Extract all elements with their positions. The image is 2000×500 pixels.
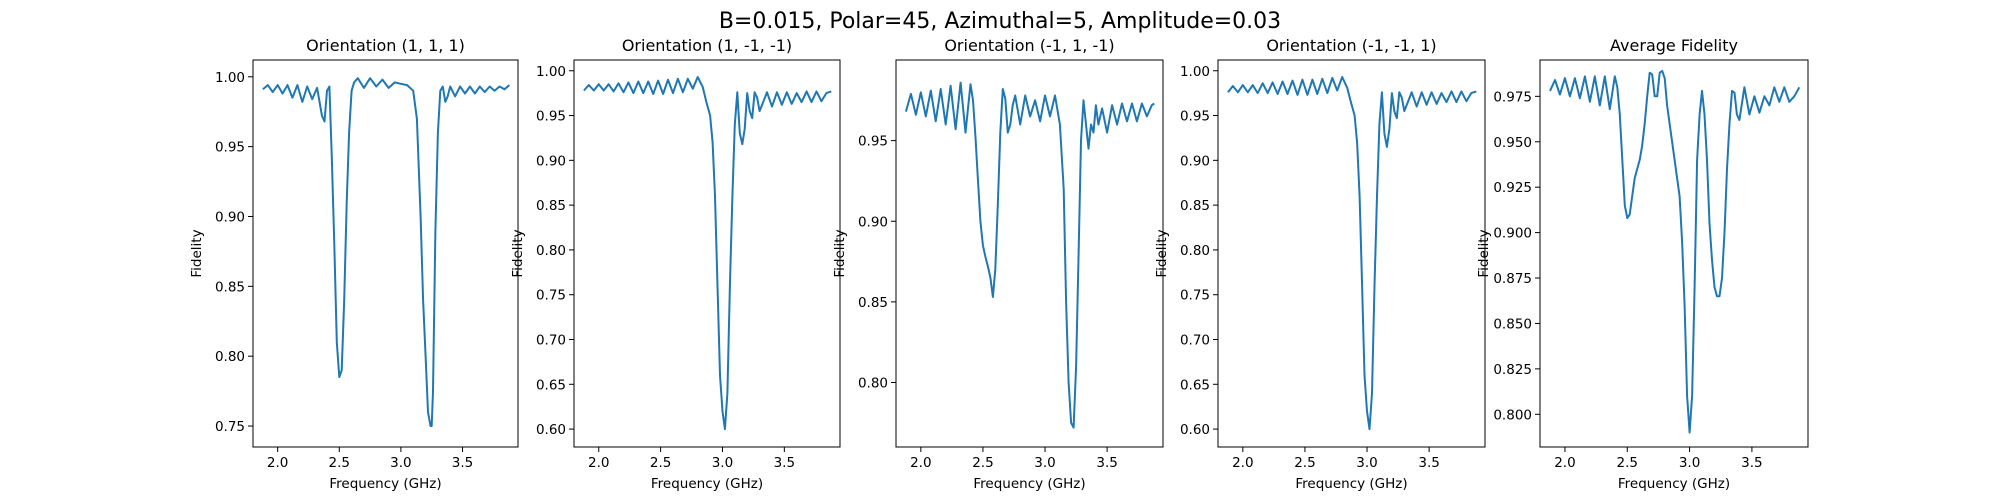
x-tick-label: 3.5: [1741, 455, 1762, 471]
y-axis-label: Fidelity: [510, 229, 526, 277]
subplot-5: 2.0 2.5 3.0 3.5 0.800 0.825 0.850 0.875 0.900 0.9…: [1476, 36, 1809, 492]
y-tick-label: 0.75: [536, 288, 566, 304]
axes-frame: [573, 59, 841, 448]
x-tick-label: 2.5: [1617, 455, 1638, 471]
y-tick-label: 0.90: [536, 153, 566, 169]
y-tick-label: 0.80: [215, 349, 245, 365]
subplot-1: 2.0 2.5 3.0 3.5 0.75 0.80 0.85 0.90 0.95 1.00 Orie…: [189, 36, 519, 492]
y-tick-label: 0.85: [1180, 198, 1210, 214]
y-tick-label: 0.825: [1493, 362, 1532, 378]
subplot-title: Orientation (1, -1, -1): [622, 36, 792, 55]
x-axis-label: Frequency (GHz): [1618, 476, 1730, 492]
series-line: [1227, 76, 1477, 431]
x-tick-label: 3.5: [774, 455, 795, 471]
x-tick-label: 3.0: [390, 455, 411, 471]
y-tick-label: 1.00: [1180, 64, 1210, 80]
subplot-4: 2.0 2.5 3.0 3.5 0.60 0.65 0.70 0.75 0.80 0.85 0.90…: [1154, 36, 1486, 492]
y-tick-label: 0.65: [1180, 377, 1210, 393]
y-tick-label: 0.75: [1180, 288, 1210, 304]
subplot-title: Orientation (-1, 1, -1): [944, 36, 1114, 55]
y-tick-label: 1.00: [215, 70, 245, 86]
y-tick-label: 0.975: [1493, 89, 1532, 105]
x-axis-label: Frequency (GHz): [651, 476, 763, 492]
series-line: [1549, 69, 1801, 434]
y-tick-label: 0.80: [858, 376, 888, 392]
y-tick-label: 0.85: [536, 198, 566, 214]
y-tick-label: 0.95: [1180, 109, 1210, 125]
x-tick-label: 2.5: [1294, 455, 1315, 471]
y-axis-label: Fidelity: [1154, 229, 1170, 277]
y-tick-label: 0.95: [536, 109, 566, 125]
y-tick-label: 0.800: [1493, 407, 1532, 423]
y-tick-label: 0.95: [858, 134, 888, 150]
subplot-title: Average Fidelity: [1610, 36, 1738, 55]
y-tick-label: 0.900: [1493, 226, 1532, 242]
y-tick-label: 0.85: [858, 295, 888, 311]
x-tick-label: 3.5: [1418, 455, 1439, 471]
y-tick-label: 0.90: [858, 214, 888, 230]
y-tick-label: 0.90: [1180, 153, 1210, 169]
x-axis-label: Frequency (GHz): [973, 476, 1085, 492]
x-tick-label: 3.5: [452, 455, 473, 471]
axes-frame: [895, 59, 1164, 448]
subplot-3: 2.0 2.5 3.0 3.5 0.80 0.85 0.90 0.95 Orientation …: [832, 36, 1164, 492]
y-axis-label: Fidelity: [1476, 229, 1492, 277]
y-tick-label: 0.60: [536, 422, 566, 438]
x-tick-label: 2.0: [1554, 455, 1575, 471]
x-tick-label: 3.0: [712, 455, 733, 471]
y-tick-label: 0.95: [215, 140, 245, 156]
y-tick-label: 0.80: [1180, 243, 1210, 259]
y-tick-label: 0.875: [1493, 271, 1532, 287]
x-tick-label: 2.0: [1232, 455, 1253, 471]
x-tick-label: 3.0: [1679, 455, 1700, 471]
y-axis-label: Fidelity: [832, 229, 848, 277]
figure-suptitle: B=0.015, Polar=45, Azimuthal=5, Amplitud…: [719, 9, 1281, 34]
y-tick-label: 0.80: [536, 243, 566, 259]
y-tick-label: 0.75: [215, 419, 245, 435]
series-line: [262, 77, 511, 427]
x-tick-label: 2.5: [329, 455, 350, 471]
subplot-title: Orientation (-1, -1, 1): [1266, 36, 1436, 55]
x-tick-label: 2.5: [972, 455, 993, 471]
series-line: [583, 76, 832, 431]
y-tick-label: 0.60: [1180, 422, 1210, 438]
subplot-2: 2.0 2.5 3.0 3.5 0.60 0.65 0.70 0.75 0.80 0.85 0.90…: [510, 36, 841, 492]
y-tick-label: 0.70: [1180, 333, 1210, 349]
series-line: [904, 81, 1155, 429]
x-axis-label: Frequency (GHz): [1295, 476, 1407, 492]
x-axis-label: Frequency (GHz): [329, 476, 441, 492]
axes-frame: [252, 59, 519, 448]
x-tick-label: 2.0: [588, 455, 609, 471]
axes-frame: [1539, 59, 1809, 448]
y-tick-label: 0.925: [1493, 180, 1532, 196]
y-tick-label: 1.00: [536, 64, 566, 80]
y-tick-label: 0.90: [215, 209, 245, 225]
y-tick-label: 0.850: [1493, 316, 1532, 332]
x-tick-label: 3.0: [1356, 455, 1377, 471]
x-tick-label: 3.0: [1034, 455, 1055, 471]
y-tick-label: 0.65: [536, 377, 566, 393]
x-tick-label: 2.0: [267, 455, 288, 471]
subplot-title: Orientation (1, 1, 1): [306, 36, 465, 55]
y-tick-label: 0.85: [215, 279, 245, 295]
y-axis-label: Fidelity: [189, 229, 205, 277]
y-tick-label: 0.70: [536, 333, 566, 349]
x-tick-label: 2.0: [910, 455, 931, 471]
x-tick-label: 3.5: [1096, 455, 1117, 471]
y-tick-label: 0.950: [1493, 135, 1532, 151]
axes-frame: [1217, 59, 1486, 448]
x-tick-label: 2.5: [650, 455, 671, 471]
